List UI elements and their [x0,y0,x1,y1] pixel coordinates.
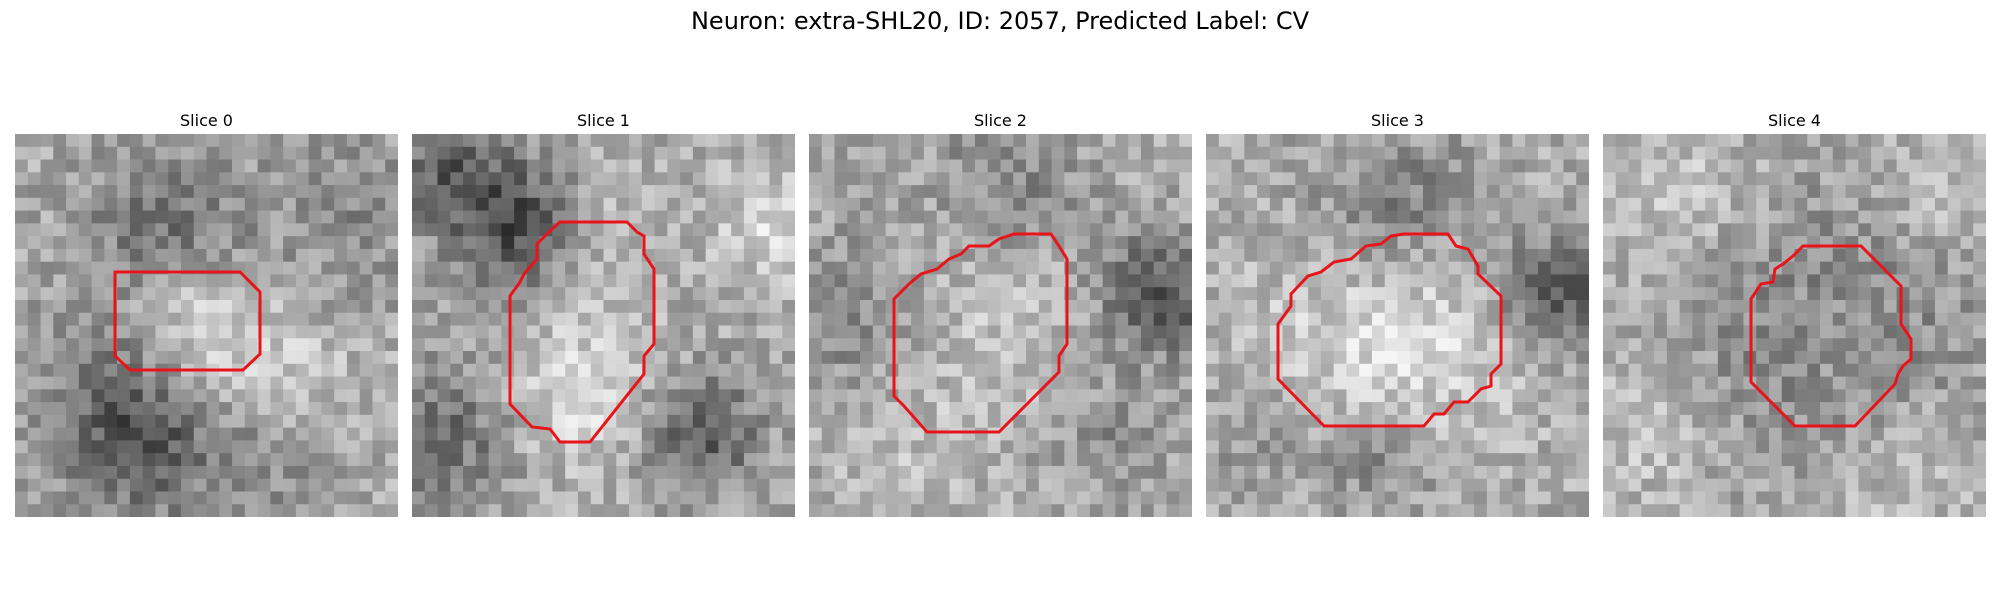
slice-panel-2: Slice 2 [809,110,1192,517]
slice-panel-3: Slice 3 [1206,110,1589,517]
slice-title-0: Slice 0 [180,111,233,130]
segmentation-contour [892,232,1069,434]
grayscale-microscopy-image [412,134,795,517]
segmentation-contour [1276,232,1503,428]
slice-panel-1: Slice 1 [412,110,795,517]
slice-title-3: Slice 3 [1371,111,1424,130]
segmentation-contour [1749,244,1913,428]
slice-image-3 [1206,134,1589,517]
grayscale-microscopy-image [809,134,1192,517]
grayscale-microscopy-image [1206,134,1589,517]
slice-panel-4: Slice 4 [1603,110,1986,517]
slice-title-1: Slice 1 [577,111,630,130]
slice-panel-0: Slice 0 [15,110,398,517]
grayscale-microscopy-image [1603,134,1986,517]
segmentation-contour [113,270,262,372]
slice-image-2 [809,134,1192,517]
slice-image-4 [1603,134,1986,517]
slice-image-0 [15,134,398,517]
slice-image-1 [412,134,795,517]
segmentation-contour [508,220,656,444]
slice-title-4: Slice 4 [1768,111,1821,130]
slice-title-2: Slice 2 [974,111,1027,130]
grayscale-microscopy-image [15,134,398,517]
figure-title: Neuron: extra-SHL20, ID: 2057, Predicted… [690,7,1310,35]
